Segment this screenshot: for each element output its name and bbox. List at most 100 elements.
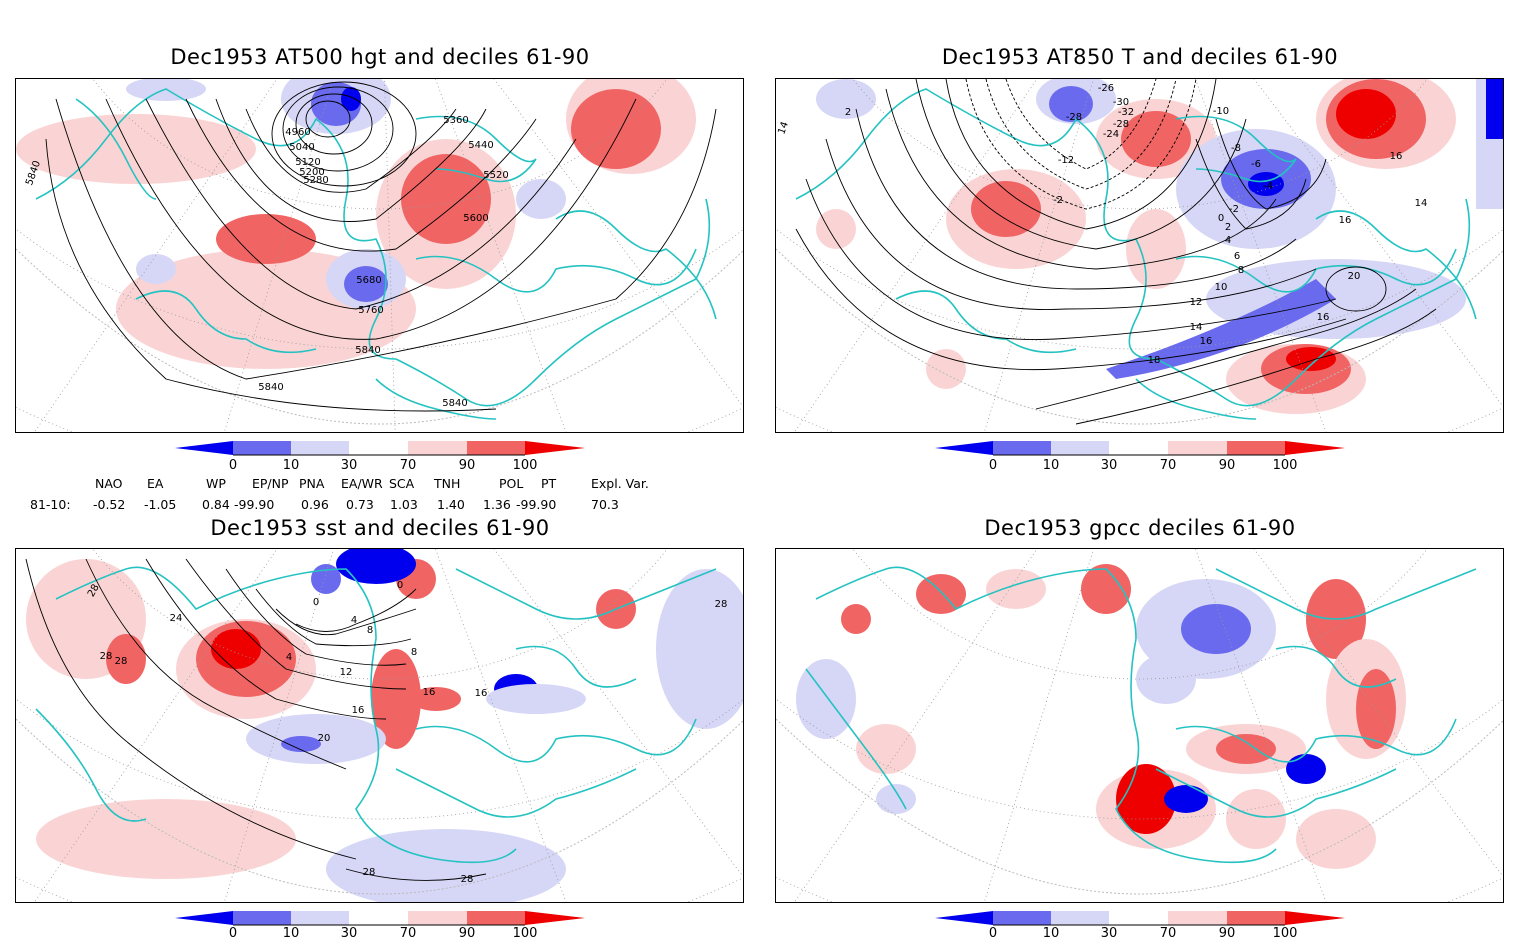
colorbar-tick-label: 100 — [512, 458, 538, 473]
contour-label: -28 — [1066, 112, 1082, 123]
colorbar-swatch — [1227, 911, 1285, 925]
index-name: NAO — [95, 476, 123, 491]
graticule — [16, 79, 743, 432]
contour-label: 4 — [1225, 235, 1231, 246]
colorbar-swatches — [175, 911, 585, 926]
colorbar-swatch — [993, 911, 1051, 925]
temperature-contours — [795, 79, 1437, 425]
colorbar-swatch — [1168, 911, 1227, 925]
decile-shading — [796, 564, 1406, 869]
sst-contours — [25, 558, 487, 881]
contour-label: -32 — [1118, 107, 1134, 118]
panel-title-hgt500: Dec1953 AT500 hgt and deciles 61-90 — [170, 45, 590, 69]
coastlines — [805, 566, 1477, 864]
contour-label: 16 — [1339, 215, 1352, 226]
contour-label: 6 — [1234, 251, 1240, 262]
colorbar-tick-label: 30 — [340, 458, 358, 473]
contour-label: 5840 — [258, 382, 283, 393]
colorbar-tick-label: 10 — [1042, 458, 1060, 473]
colorbar-swatch — [175, 441, 233, 455]
contour-label: 4 — [351, 615, 357, 626]
hemisphere-edge — [16, 248, 743, 425]
contour-label: 16 — [1390, 151, 1403, 162]
contour-label: 5680 — [356, 275, 381, 286]
colorbar-tick-label: 0 — [988, 458, 998, 473]
hemisphere-edge — [776, 248, 1503, 425]
panel-title-sst: Dec1953 sst and deciles 61-90 — [210, 516, 550, 540]
colorbar-swatch — [1168, 441, 1227, 455]
contour-label: 28 — [100, 651, 113, 662]
index-name: EA/WR — [341, 476, 383, 491]
index-table: NAO EA WP EP/NP PNA EA/WR SCA TNH POL PT… — [0, 476, 700, 512]
index-name: EP/NP — [252, 476, 289, 491]
colorbar-swatch — [525, 441, 585, 455]
colorbar-swatches — [935, 911, 1345, 926]
decile-shading — [16, 79, 696, 369]
contour-label: 5360 — [443, 115, 468, 126]
contour-label: 20 — [318, 733, 331, 744]
colorbar-swatch — [408, 911, 467, 925]
index-value: 0.84 — [202, 497, 230, 512]
contour-label: 5040 — [289, 142, 314, 153]
index-value: 1.40 — [437, 497, 465, 512]
index-name: POL — [499, 476, 524, 491]
contour-label: 2 — [845, 107, 851, 118]
hemisphere-edge — [776, 718, 1503, 895]
colorbar-tick-label: 0 — [988, 926, 998, 941]
index-value: 0.73 — [346, 497, 374, 512]
colorbar-swatch — [1285, 441, 1345, 455]
index-value: 1.03 — [390, 497, 418, 512]
contour-labels: 4960 5040 5120 5200 5280 5360 5440 5520 … — [24, 115, 509, 409]
map-panel-sst: 28 28 28 24 20 16 16 16 12 8 8 4 4 0 0 2… — [15, 548, 744, 903]
graticule — [16, 549, 743, 902]
colorbar-swatch — [291, 911, 349, 925]
contour-label: 5840 — [442, 398, 467, 409]
contour-label: 10 — [1215, 282, 1228, 293]
colorbar-tick-label: 70 — [399, 926, 417, 941]
colorbar-tick-label: 90 — [458, 926, 476, 941]
contour-label: 5520 — [483, 170, 508, 181]
colorbar-tick-label: 30 — [340, 926, 358, 941]
colorbar-swatch — [1051, 911, 1109, 925]
contour-label: 5440 — [468, 140, 493, 151]
index-value: 0.96 — [301, 497, 329, 512]
map-t850: -26 -28 -30 -32 -28 -24 -12 -2 2 4 6 8 1… — [776, 79, 1503, 432]
contour-label: 4 — [286, 652, 292, 663]
contour-label: 5120 — [295, 157, 320, 168]
map-hgt500: 4960 5040 5120 5200 5280 5360 5440 5520 … — [16, 79, 743, 432]
colorbar-tick-label: 10 — [282, 458, 300, 473]
contour-label: 28 — [115, 656, 128, 667]
contour-label: 5760 — [358, 305, 383, 316]
colorbar-swatch — [349, 911, 408, 925]
colorbar-swatch — [467, 441, 525, 455]
colorbar-swatch — [935, 441, 993, 455]
colorbar-swatches — [935, 441, 1345, 456]
contour-label: -4 — [1263, 181, 1273, 192]
colorbar-bottom-left: 0 10 30 70 90 100 — [175, 910, 585, 941]
colorbar-tick-label: 30 — [1100, 926, 1118, 941]
contour-label: 16 — [475, 688, 488, 699]
colorbar-swatch — [1227, 441, 1285, 455]
colorbar-tick-label: 70 — [399, 458, 417, 473]
colorbar-tick-label: 70 — [1159, 458, 1177, 473]
index-value: -99.90 — [516, 497, 557, 512]
contour-label: 28 — [363, 867, 376, 878]
colorbar-labels: 0 10 30 70 90 100 — [935, 926, 1345, 942]
contour-label: 28 — [461, 874, 474, 885]
contour-label: 14 — [1415, 198, 1428, 209]
contour-label: 2 — [1225, 222, 1231, 233]
index-value: -99.90 — [234, 497, 275, 512]
contour-label: 18 — [1148, 355, 1161, 366]
graticule — [776, 79, 1503, 432]
index-value: 70.3 — [591, 497, 619, 512]
contour-label: 8 — [367, 625, 373, 636]
index-value: -0.52 — [93, 497, 126, 512]
contour-labels: 28 28 28 24 20 16 16 16 12 8 8 4 4 0 0 2… — [86, 580, 727, 885]
map-gpcc — [776, 549, 1503, 902]
colorbar-swatch — [1051, 441, 1109, 455]
coastlines — [35, 566, 717, 864]
colorbar-tick-label: 100 — [1272, 926, 1298, 941]
colorbar-tick-label: 30 — [1100, 458, 1118, 473]
contour-label: 12 — [1190, 297, 1203, 308]
colorbar-top-left: 0 10 30 70 90 100 — [175, 440, 585, 474]
